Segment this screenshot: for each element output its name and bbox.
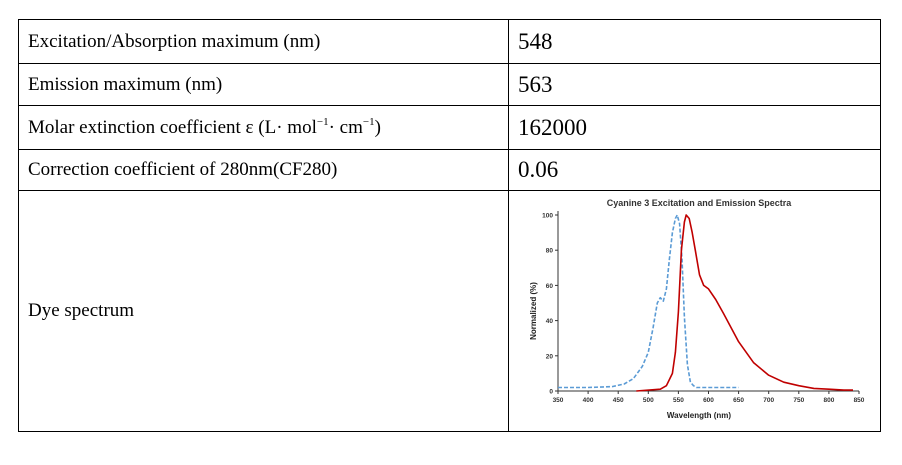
spectrum-chart: Cyanine 3 Excitation and Emission Spectr…	[529, 198, 865, 420]
table-row: Molar extinction coefficient ε (L· mol−1…	[18, 105, 881, 150]
y-tick-label: 100	[542, 213, 553, 220]
label-unit: cm	[334, 116, 363, 138]
x-tick-label: 700	[763, 397, 774, 404]
property-label: Molar extinction coefficient ε (L· mol−1…	[18, 105, 509, 150]
x-tick-label: 800	[823, 397, 834, 404]
x-axis-label: Wavelength (nm)	[667, 411, 731, 420]
property-label: Emission maximum (nm)	[18, 63, 509, 106]
y-tick-label: 80	[546, 248, 554, 255]
y-tick-label: 0	[549, 389, 553, 396]
x-tick-label: 550	[673, 397, 684, 404]
dye-properties-table: Excitation/Absorption maximum (nm) 548 E…	[18, 19, 881, 432]
property-value: 563	[508, 63, 881, 106]
x-tick-label: 750	[793, 397, 804, 404]
y-tick-label: 20	[546, 353, 554, 360]
table-row: Emission maximum (nm) 563	[18, 63, 881, 106]
table-row: Dye spectrum Cyanine 3 Excitation and Em…	[18, 190, 881, 432]
table-row: Excitation/Absorption maximum (nm) 548	[18, 19, 881, 64]
spectrum-cell: Cyanine 3 Excitation and Emission Spectr…	[508, 190, 881, 432]
y-tick-label: 60	[546, 283, 554, 290]
series-line-emission	[636, 214, 853, 392]
series-line-excitation	[558, 214, 739, 389]
label-dot: ·	[276, 116, 283, 138]
y-tick-label: 40	[546, 318, 554, 325]
property-label: Correction coefficient of 280nm(CF280)	[18, 149, 509, 191]
label-dot: ·	[328, 116, 335, 138]
x-tick-label: 350	[553, 397, 564, 404]
x-tick-label: 450	[613, 397, 624, 404]
property-value: 162000	[508, 105, 881, 150]
label-exponent: −1	[316, 115, 329, 128]
x-tick-label: 400	[583, 397, 594, 404]
x-tick-label: 500	[643, 397, 654, 404]
property-label: Excitation/Absorption maximum (nm)	[18, 19, 509, 64]
x-tick-label: 650	[733, 397, 744, 404]
y-axis-label: Normalized (%)	[529, 282, 538, 340]
label-text: )	[374, 116, 381, 138]
chart-plot-area	[558, 214, 853, 392]
x-tick-label: 850	[854, 397, 865, 404]
table-row: Correction coefficient of 280nm(CF280) 0…	[18, 149, 881, 191]
x-tick-label: 600	[703, 397, 714, 404]
property-value: 0.06	[508, 149, 881, 191]
property-value: 548	[508, 19, 881, 64]
label-unit: mol	[282, 116, 317, 138]
label-text: Molar extinction coefficient ε (L	[28, 116, 277, 138]
chart-title: Cyanine 3 Excitation and Emission Spectr…	[607, 198, 793, 208]
label-exponent: −1	[362, 115, 375, 128]
chart-axes: 350 400 450 500 550 600 650 700 750 800 850 0 20 40 60…	[542, 211, 865, 404]
property-label: Dye spectrum	[18, 190, 509, 432]
